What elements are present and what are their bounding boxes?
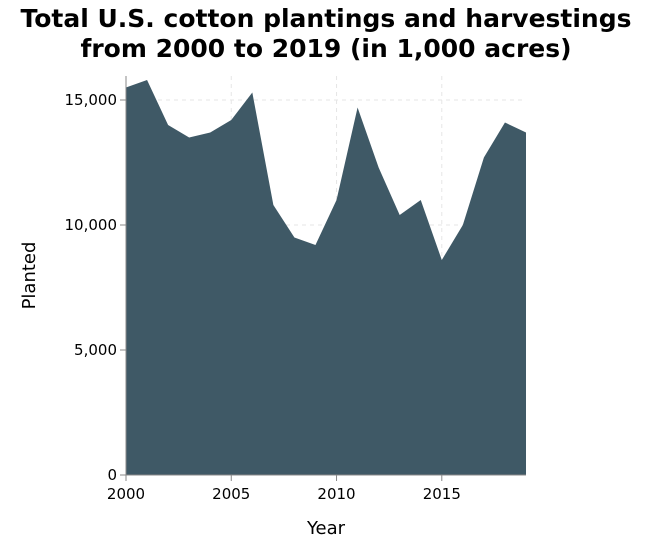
y-tick-label-2: 10,000 bbox=[65, 216, 118, 234]
area-series-planted bbox=[126, 80, 526, 475]
x-tick-label-2: 2010 bbox=[317, 485, 355, 503]
y-axis-label: Planted bbox=[19, 242, 40, 310]
y-tick-label-3: 15,000 bbox=[65, 91, 118, 109]
x-tick-label-3: 2015 bbox=[423, 485, 461, 503]
x-axis-label: Year bbox=[306, 518, 346, 539]
y-tick-label-1: 5,000 bbox=[74, 341, 117, 359]
x-tick-label-0: 2000 bbox=[107, 485, 145, 503]
y-tick-label-0: 0 bbox=[107, 466, 117, 484]
x-axis-ticks: 2000 2005 2010 2015 bbox=[107, 475, 461, 503]
x-tick-label-1: 2005 bbox=[212, 485, 250, 503]
y-axis-ticks: 0 5,000 10,000 15,000 bbox=[65, 91, 127, 484]
